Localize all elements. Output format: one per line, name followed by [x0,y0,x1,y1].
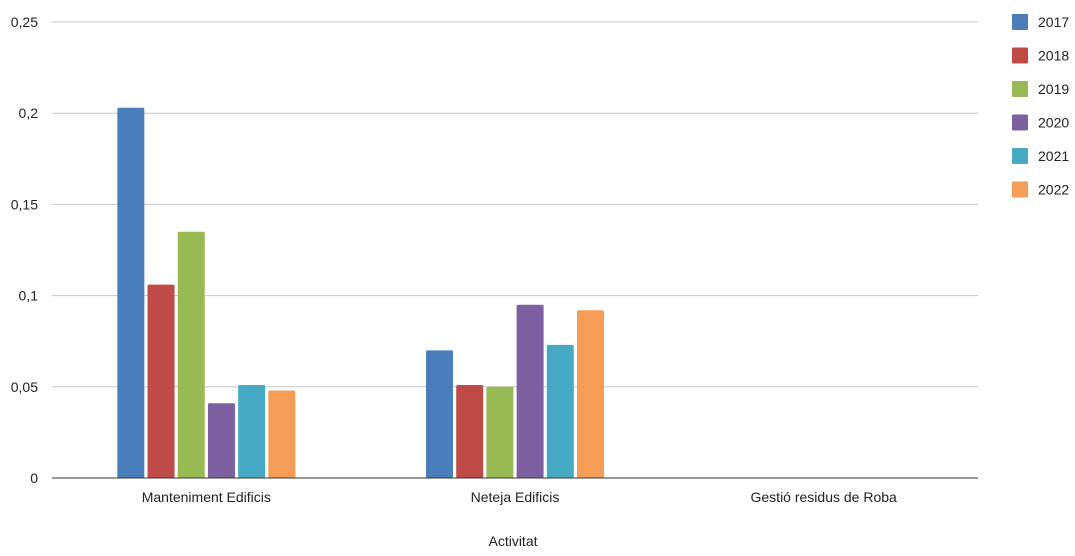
x-axis: Manteniment Edificis Neteja Edificis Gesti… [52,477,978,505]
y-tick-label: 0,2 [19,105,39,121]
y-tick-label: 0,25 [11,14,38,30]
legend-swatch-2020 [1012,114,1028,131]
bar-2018-2 [456,384,484,478]
bars [117,107,604,478]
legend-label-2022: 2022 [1038,182,1069,198]
bar-2019-1 [177,231,205,478]
y-tick-label: 0,05 [11,379,38,395]
y-tick-label: 0 [30,470,38,486]
bar-2022-1 [268,390,296,478]
legend-swatch-2022 [1012,181,1028,198]
grid [52,21,978,388]
x-tick-label: Gestió residus de Roba [751,489,898,505]
bar-2020-1 [207,403,235,478]
y-tick-label: 0,15 [11,196,38,212]
legend-swatch-2018 [1012,47,1028,64]
legend: 2017 2018 2019 2020 2021 2022 [1012,14,1069,198]
bar-2020-2 [516,304,544,478]
bar-2021-2 [546,344,574,478]
y-tick-label: 0,1 [19,288,39,304]
legend-label-2017: 2017 [1038,14,1069,30]
legend-label-2021: 2021 [1038,148,1069,164]
legend-swatch-2017 [1012,14,1028,30]
legend-swatch-2021 [1012,148,1028,164]
legend-label-2020: 2020 [1038,115,1069,131]
bar-2017-1 [117,107,145,478]
legend-swatch-2019 [1012,81,1028,97]
bar-2019-2 [486,386,514,478]
legend-label-2019: 2019 [1038,81,1069,97]
x-tick-label: Manteniment Edificis [142,489,271,505]
bar-2017-2 [426,350,453,478]
y-axis: 0 0,05 0,1 0,15 0,2 0,25 [11,14,38,486]
bar-2022-2 [577,310,604,478]
bar-2018-1 [147,284,175,478]
x-axis-title: Activitat [488,533,537,549]
legend-label-2018: 2018 [1038,48,1069,64]
x-tick-label: Neteja Edificis [471,489,560,505]
bar-2021-1 [238,384,266,478]
